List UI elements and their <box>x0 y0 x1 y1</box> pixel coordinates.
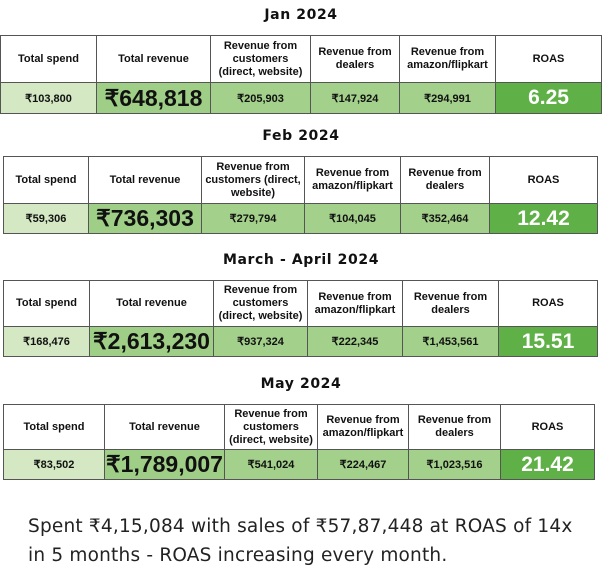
revenue-table-may-2024: Total spend Total revenue Revenue from c… <box>3 404 595 480</box>
value-revenue-customers: ₹937,324 <box>213 326 308 357</box>
header-revenue-amazon-flipkart: Revenue from amazon/flipkart <box>307 280 403 327</box>
value-roas: 12.42 <box>489 203 598 234</box>
period-title-march-april-2024: March - April 2024 <box>222 252 380 268</box>
value-total-spend: ₹83,502 <box>3 449 105 480</box>
header-revenue-customers: Revenue from customers (direct, website) <box>224 404 318 450</box>
value-revenue-amazon-flipkart: ₹224,467 <box>317 449 409 480</box>
header-revenue-customers: Revenue from customers (direct, website) <box>210 35 311 83</box>
header-revenue-amazon-flipkart: Revenue from amazon/flipkart <box>317 404 409 450</box>
header-total-spend: Total spend <box>3 156 89 204</box>
period-title-may-2024: May 2024 <box>260 376 342 392</box>
header-total-revenue: Total revenue <box>88 156 202 204</box>
value-total-revenue: ₹1,789,007 <box>104 449 225 480</box>
value-total-spend: ₹103,800 <box>0 82 97 114</box>
header-roas: ROAS <box>498 280 598 327</box>
header-revenue-dealers: Revenue from dealers <box>400 156 490 204</box>
value-total-revenue: ₹648,818 <box>96 82 211 114</box>
value-revenue-customers: ₹541,024 <box>224 449 318 480</box>
revenue-table-march-april-2024: Total spend Total revenue Revenue from c… <box>3 280 598 357</box>
value-roas: 21.42 <box>500 449 595 480</box>
value-total-spend: ₹59,306 <box>3 203 89 234</box>
header-total-spend: Total spend <box>3 280 90 327</box>
value-total-revenue: ₹736,303 <box>88 203 202 234</box>
header-revenue-amazon-flipkart: Revenue from amazon/flipkart <box>399 35 496 83</box>
header-revenue-dealers: Revenue from dealers <box>310 35 400 83</box>
value-roas: 6.25 <box>495 82 602 114</box>
header-revenue-customers: Revenue from customers (direct, website) <box>201 156 305 204</box>
header-total-spend: Total spend <box>0 35 97 83</box>
summary-text: Spent ₹4,15,084 with sales of ₹57,87,448… <box>28 516 573 566</box>
value-revenue-customers: ₹205,903 <box>210 82 311 114</box>
revenue-table-jan-2024: Total spend Total revenue Revenue from c… <box>0 35 602 114</box>
value-total-spend: ₹168,476 <box>3 326 90 357</box>
header-roas: ROAS <box>500 404 595 450</box>
header-revenue-customers: Revenue from customers (direct, website) <box>213 280 308 327</box>
header-total-spend: Total spend <box>3 404 105 450</box>
revenue-table-feb-2024: Total spend Total revenue Revenue from c… <box>3 156 598 234</box>
header-total-revenue: Total revenue <box>104 404 225 450</box>
period-title-jan-2024: Jan 2024 <box>264 7 338 23</box>
header-roas: ROAS <box>495 35 602 83</box>
value-total-revenue: ₹2,613,230 <box>89 326 214 357</box>
header-revenue-dealers: Revenue from dealers <box>402 280 499 327</box>
header-revenue-amazon-flipkart: Revenue from amazon/flipkart <box>304 156 401 204</box>
period-title-feb-2024: Feb 2024 <box>262 128 340 144</box>
value-revenue-dealers: ₹147,924 <box>310 82 400 114</box>
value-revenue-customers: ₹279,794 <box>201 203 305 234</box>
value-revenue-amazon-flipkart: ₹294,991 <box>399 82 496 114</box>
value-roas: 15.51 <box>498 326 598 357</box>
value-revenue-dealers: ₹352,464 <box>400 203 490 234</box>
header-total-revenue: Total revenue <box>89 280 214 327</box>
value-revenue-dealers: ₹1,453,561 <box>402 326 499 357</box>
value-revenue-amazon-flipkart: ₹222,345 <box>307 326 403 357</box>
header-total-revenue: Total revenue <box>96 35 211 83</box>
value-revenue-dealers: ₹1,023,516 <box>408 449 501 480</box>
header-revenue-dealers: Revenue from dealers <box>408 404 501 450</box>
value-revenue-amazon-flipkart: ₹104,045 <box>304 203 401 234</box>
header-roas: ROAS <box>489 156 598 204</box>
